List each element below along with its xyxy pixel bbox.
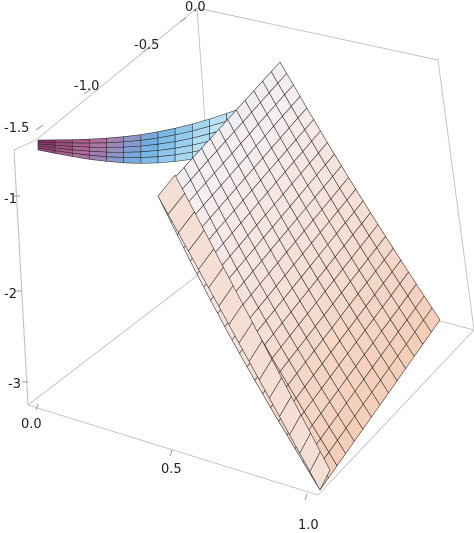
wing-cell: [123, 151, 142, 158]
wing-cell: [123, 157, 142, 164]
surface-mesh: [37, 61, 441, 491]
wing-cell: [89, 142, 107, 148]
wing-cell: [140, 156, 159, 164]
wing-cell: [106, 141, 124, 148]
axis-tick-marks: [14, 17, 308, 501]
x-tick-label-2: 1.0: [298, 518, 319, 533]
y-tick-label-0: 0.0: [185, 0, 206, 15]
y-tick-label-3: -1.5: [4, 121, 29, 136]
front-edge-cell: [309, 451, 331, 491]
wing-cell: [140, 150, 159, 158]
z-tick-label-1: -2: [4, 287, 17, 302]
y-tick-label-1: -0.5: [134, 38, 159, 53]
y-tick-label-2: -1.0: [74, 79, 99, 94]
z-tick-label-2: -3: [8, 377, 21, 392]
x-tick-label-1: 0.5: [161, 462, 182, 477]
wing-cell: [106, 156, 124, 164]
wing-cell: [89, 137, 107, 144]
z-tick-label-0: -1: [4, 192, 17, 207]
x-tick-label-0: 0.0: [21, 417, 42, 432]
wing-cell: [106, 146, 124, 153]
wing-cell: [72, 138, 90, 144]
wing-cell: [123, 145, 142, 153]
surface-cell: [423, 307, 441, 333]
